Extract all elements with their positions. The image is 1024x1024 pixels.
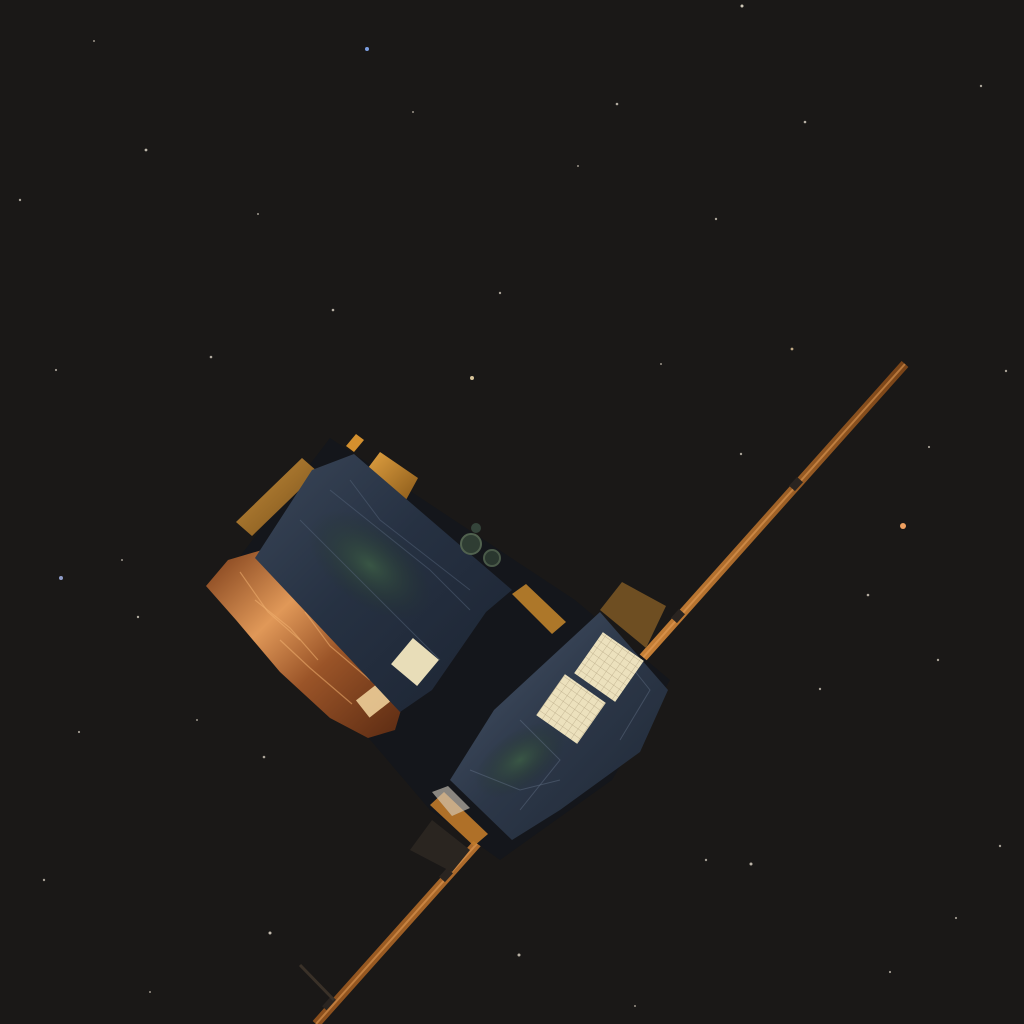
center-gold-bracket bbox=[512, 584, 566, 634]
upper-radiator-square bbox=[391, 638, 439, 686]
lower-panel-glow bbox=[474, 722, 566, 798]
copper-foil-section bbox=[206, 550, 404, 738]
instrument-cluster bbox=[460, 523, 501, 567]
upper-panel-glow bbox=[308, 510, 432, 620]
copper-hot-spot bbox=[355, 684, 391, 718]
starfield bbox=[18, 4, 1008, 1007]
lower-gold-block bbox=[600, 582, 666, 648]
radiator-panel-lower bbox=[536, 674, 606, 744]
gold-foil-edge bbox=[236, 458, 318, 536]
radiator-panel-upper bbox=[574, 632, 644, 702]
spacecraft bbox=[206, 434, 670, 872]
gold-foil-block bbox=[368, 452, 418, 500]
